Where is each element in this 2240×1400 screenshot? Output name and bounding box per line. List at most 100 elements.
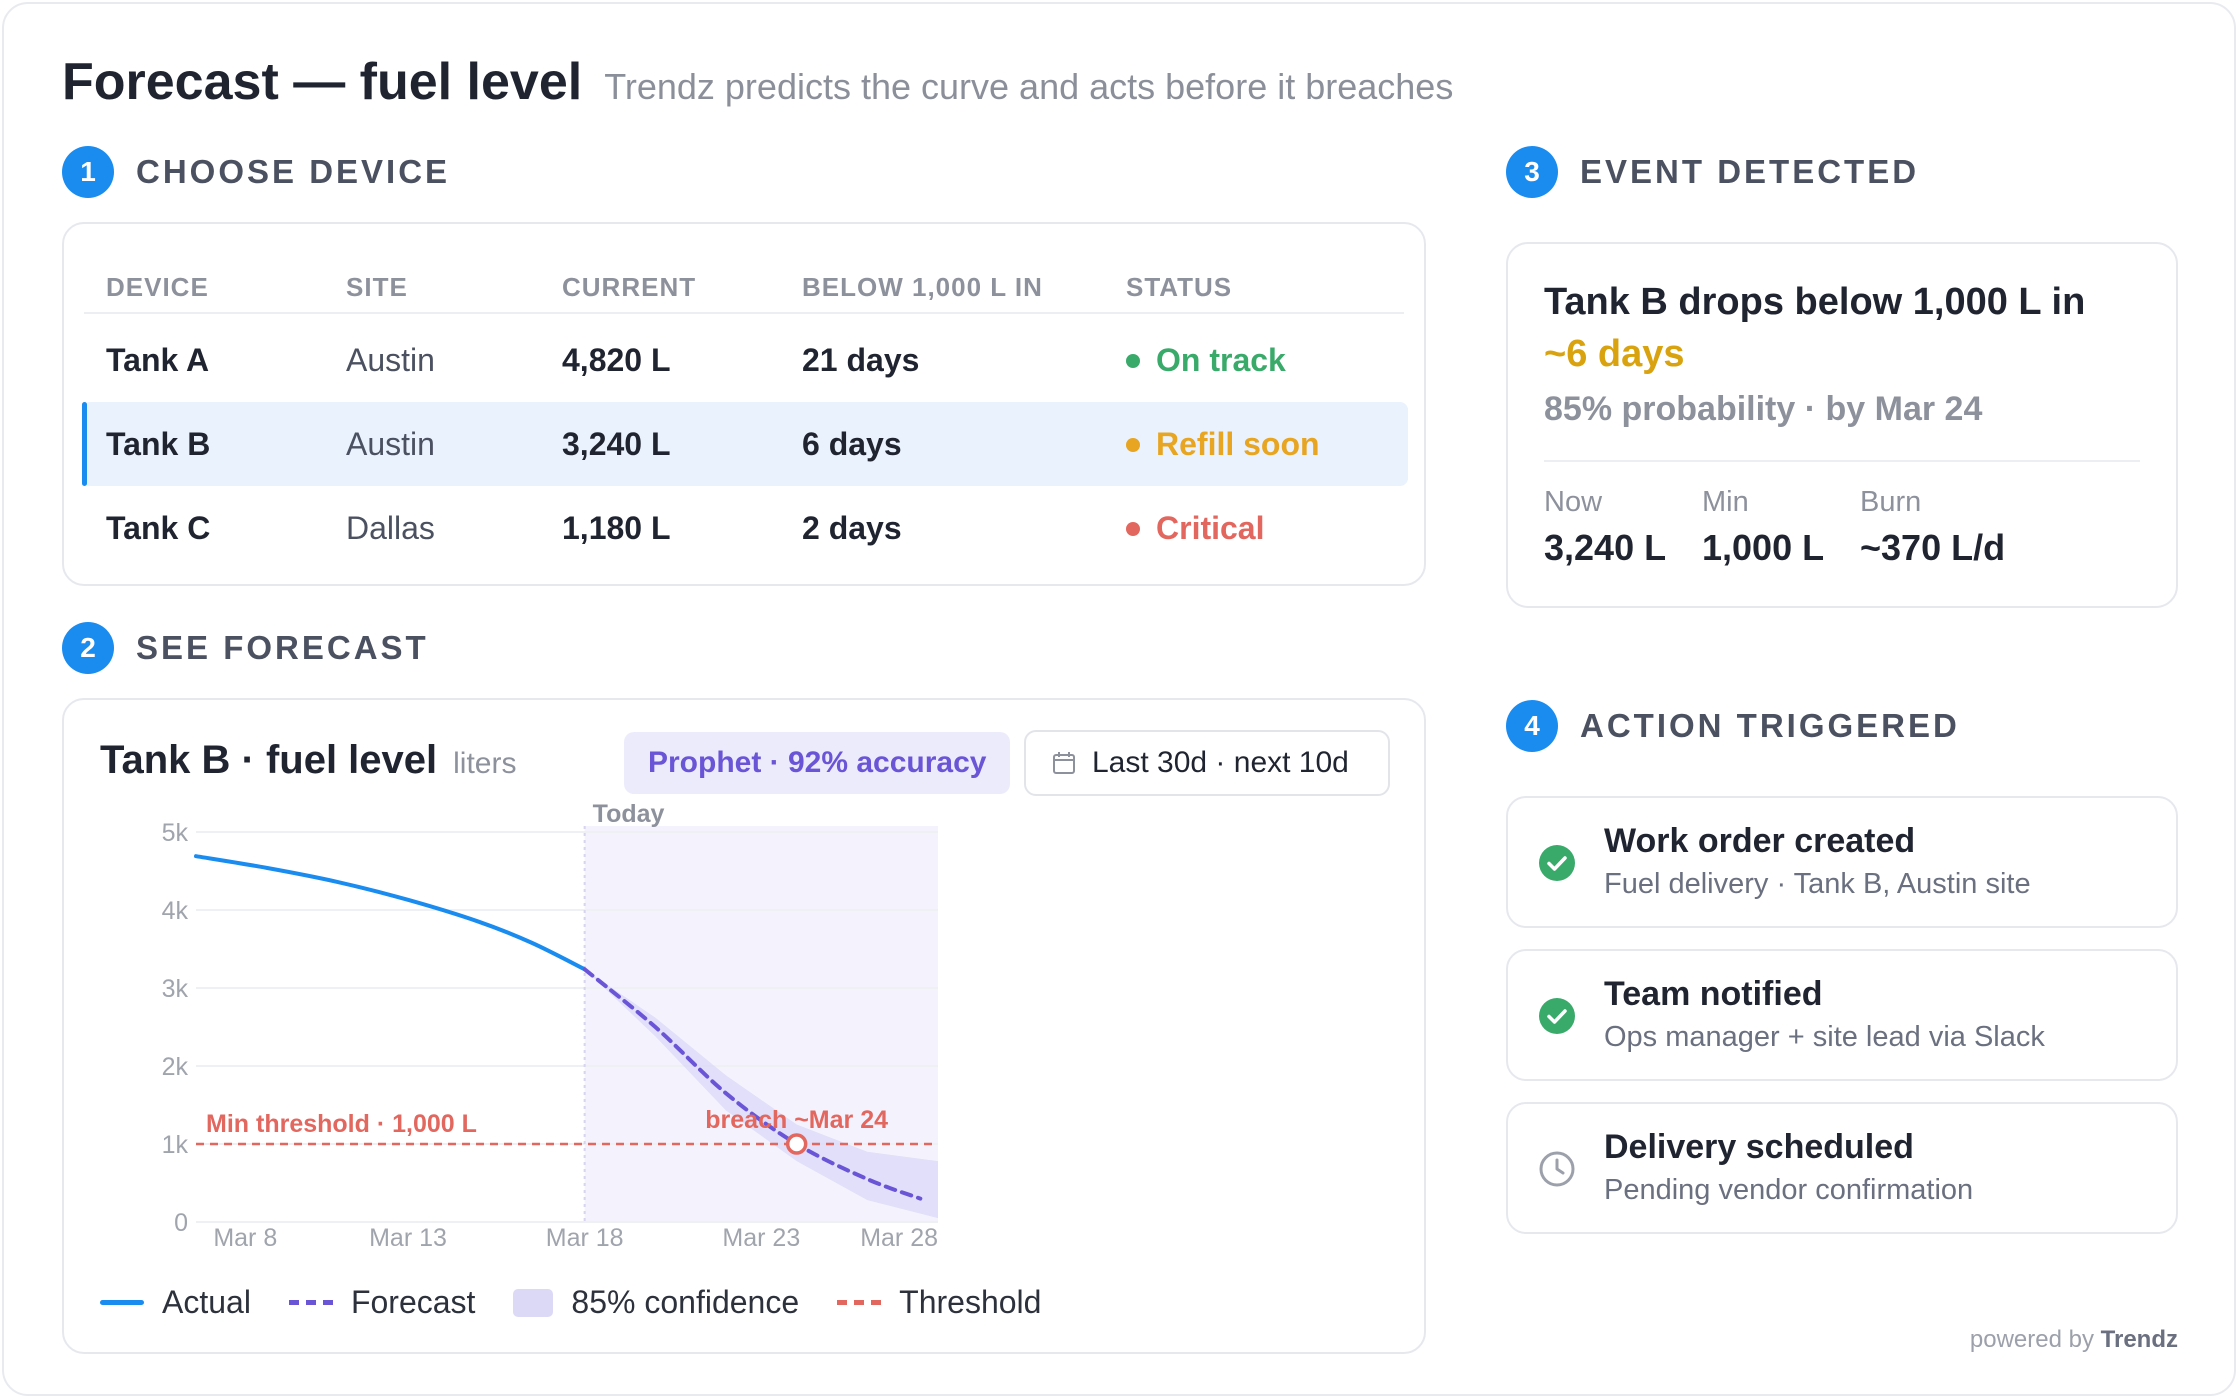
- column-header-below[interactable]: BELOW 1,000 L IN: [802, 272, 1043, 302]
- legend-swatch-threshold: [837, 1300, 882, 1305]
- step-label: EVENT DETECTED: [1580, 153, 1920, 190]
- cell-device: Tank C: [106, 510, 211, 546]
- cell-current: 3,240 L: [562, 426, 671, 462]
- step-number: 2: [62, 622, 114, 674]
- step-label: CHOOSE DEVICE: [136, 153, 451, 190]
- cell-site: Dallas: [346, 510, 435, 546]
- column-header-current[interactable]: CURRENT: [562, 272, 697, 302]
- step-number: 4: [1506, 700, 1558, 752]
- forecast-unit: liters: [453, 747, 517, 780]
- legend-label: Threshold: [899, 1284, 1042, 1320]
- model-badge: Prophet · 92% accuracy: [624, 732, 1011, 794]
- confidence-band: [584, 969, 938, 1219]
- step-event-detected: 3 EVENT DETECTED: [1506, 146, 1919, 198]
- stat-label: Burn: [1860, 486, 1922, 518]
- clock-icon: [1539, 1151, 1575, 1187]
- chart-legend: Actual Forecast 85% confidence Threshold: [100, 1284, 1041, 1321]
- table-row-tank-b[interactable]: Tank B Austin 3,240 L 6 days Refill soon: [82, 402, 1408, 486]
- legend-item-threshold[interactable]: Threshold: [837, 1284, 1041, 1321]
- page-header: Forecast — fuel level Trendz predicts th…: [62, 52, 1453, 112]
- today-label: Today: [593, 800, 665, 828]
- action-title: Delivery scheduled: [1604, 1128, 1914, 1166]
- check-circle-icon: [1539, 845, 1575, 881]
- legend-label: Forecast: [350, 1284, 476, 1320]
- x-tick-label: Mar 13: [369, 1224, 447, 1252]
- powered-by: powered by Trendz: [1970, 1326, 2178, 1354]
- table-header: DEVICE SITE CURRENT BELOW 1,000 L IN STA…: [64, 272, 1424, 312]
- cell-below: 2 days: [802, 510, 902, 546]
- legend-item-confidence[interactable]: 85% confidence: [513, 1284, 799, 1321]
- threshold-label: Min threshold · 1,000 L: [206, 1110, 477, 1138]
- step-label: ACTION TRIGGERED: [1580, 707, 1960, 744]
- status-dot: [1126, 521, 1140, 536]
- cell-below: 6 days: [802, 426, 902, 462]
- action-title: Team notified: [1604, 975, 1823, 1013]
- action-team-notified[interactable]: Team notified Ops manager + site lead vi…: [1506, 949, 2178, 1081]
- status-badge: On track: [1126, 342, 1286, 379]
- event-highlight: ~6 days: [1544, 333, 1685, 375]
- action-subtitle: Pending vendor confirmation: [1604, 1174, 1974, 1206]
- cell-device: Tank A: [106, 342, 210, 378]
- column-header-device[interactable]: DEVICE: [106, 272, 209, 302]
- column-header-site[interactable]: SITE: [346, 272, 408, 302]
- column-header-status[interactable]: STATUS: [1126, 272, 1233, 302]
- event-headline-text: Tank B drops below 1,000 L in: [1544, 281, 2086, 323]
- x-tick-label: Mar 18: [546, 1224, 624, 1252]
- step-label: SEE FORECAST: [136, 629, 429, 666]
- x-tick-label: Mar 28: [860, 1224, 938, 1252]
- step-see-forecast: 2 SEE FORECAST: [62, 622, 429, 674]
- legend-swatch-actual: [100, 1300, 144, 1305]
- cell-site: Austin: [346, 342, 435, 378]
- breach-label: breach ~Mar 24: [705, 1106, 888, 1134]
- status-badge: Refill soon: [1126, 426, 1320, 463]
- stat-min: Min 1,000 L: [1702, 486, 1824, 569]
- x-tick-label: Mar 23: [722, 1224, 800, 1252]
- forecast-line: [582, 967, 923, 1201]
- table-row-tank-c[interactable]: Tank C Dallas 1,180 L 2 days Critical: [82, 486, 1408, 570]
- stat-value: 1,000 L: [1702, 527, 1825, 568]
- action-delivery-scheduled[interactable]: Delivery scheduled Pending vendor confir…: [1506, 1102, 2178, 1234]
- y-tick-label: 2k: [162, 1053, 189, 1081]
- table-row-tank-a[interactable]: Tank A Austin 4,820 L 21 days On track: [82, 318, 1408, 402]
- legend-item-forecast[interactable]: Forecast: [288, 1284, 476, 1321]
- event-headline: Tank B drops below 1,000 L in ~6 days: [1544, 276, 2164, 380]
- action-subtitle: Fuel delivery · Tank B, Austin site: [1604, 868, 2031, 900]
- page-subtitle: Trendz predicts the curve and acts befor…: [604, 66, 1454, 107]
- actual-line: [194, 854, 587, 972]
- legend-item-actual[interactable]: Actual: [100, 1284, 251, 1321]
- cell-current: 1,180 L: [562, 510, 671, 546]
- brand-name[interactable]: Trendz: [2100, 1326, 2178, 1353]
- x-tick-label: Mar 8: [213, 1224, 277, 1252]
- cell-site: Austin: [346, 426, 435, 462]
- y-tick-label: 1k: [162, 1131, 189, 1159]
- page-title: Forecast — fuel level: [62, 53, 583, 111]
- cell-below: 21 days: [802, 342, 920, 378]
- status-text: On track: [1156, 342, 1286, 378]
- legend-swatch-confidence: [513, 1288, 554, 1317]
- action-subtitle: Ops manager + site lead via Slack: [1604, 1021, 2045, 1053]
- forecast-chart: 0 1k 2k 3k 4k 5k Mar 8 Mar 13 Mar 18 Mar 23 Mar 28…: [162, 800, 938, 1252]
- event-probability: 85% probability · by Mar 24: [1544, 390, 1983, 428]
- y-tick-label: 3k: [162, 975, 189, 1003]
- table-divider: [84, 312, 1404, 314]
- y-tick-label: 0: [174, 1209, 188, 1237]
- stat-burn: Burn ~370 L/d: [1860, 486, 2005, 569]
- breach-marker: [785, 1133, 808, 1155]
- action-title: Work order created: [1604, 822, 1916, 860]
- stat-label: Min: [1702, 486, 1749, 518]
- action-work-order[interactable]: Work order created Fuel delivery · Tank …: [1506, 796, 2178, 928]
- y-tick-label: 4k: [162, 897, 189, 925]
- legend-swatch-forecast: [288, 1300, 333, 1305]
- status-badge: Critical: [1126, 510, 1264, 547]
- legend-label: Actual: [162, 1284, 251, 1320]
- stat-label: Now: [1544, 486, 1603, 518]
- status-text: Critical: [1156, 510, 1265, 546]
- device-table-card: DEVICE SITE CURRENT BELOW 1,000 L IN STA…: [62, 222, 1426, 586]
- step-number: 1: [62, 146, 114, 198]
- status-dot: [1126, 353, 1140, 368]
- date-range-button[interactable]: Last 30d · next 10d: [1024, 730, 1390, 796]
- stat-value: 3,240 L: [1544, 527, 1667, 568]
- event-card: Tank B drops below 1,000 L in ~6 days 85…: [1506, 242, 2178, 608]
- date-range-label: Last 30d · next 10d: [1092, 746, 1349, 779]
